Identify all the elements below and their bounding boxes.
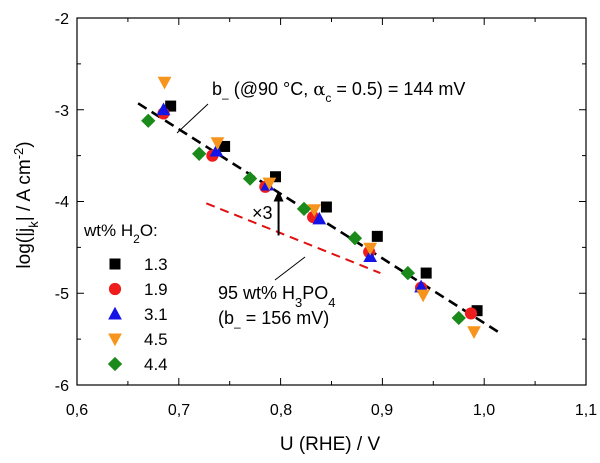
data-point-4-4: [347, 231, 363, 246]
data-point-1-3: [219, 140, 231, 152]
annotation-leader-bottom: [274, 256, 306, 281]
x-tick-label: 1,1: [575, 402, 597, 419]
x-tick-label: 0,9: [371, 402, 393, 419]
data-point-3-1: [414, 279, 428, 293]
legend-label: 1.3: [144, 255, 168, 274]
data-point-1-3: [371, 230, 383, 242]
y-axis-label: log(|jk| / A cm-2): [11, 141, 41, 268]
y-tick-labels: -2 -3 -4 -5 -6: [55, 11, 69, 395]
x-tick-label: 0,8: [270, 402, 292, 419]
data-point-4-4: [192, 146, 207, 161]
legend-label: 4.5: [144, 330, 168, 349]
data-point-1-9: [464, 307, 478, 320]
data-point-3-1: [156, 102, 171, 116]
legend-marker-1-3: [109, 258, 121, 270]
data-point-4-5: [307, 204, 322, 217]
data-point-4-4: [400, 265, 415, 281]
data-points: [141, 76, 483, 340]
data-point-3-1: [363, 249, 378, 263]
x-tick-label: 1,0: [473, 402, 495, 419]
data-point-4-4: [296, 201, 312, 216]
legend-items: 1.3 1.9 3.1 4.5 4.4: [107, 255, 168, 374]
data-point-4-4: [451, 310, 466, 326]
data-point-1-3: [165, 100, 177, 112]
data-point-1-3: [420, 267, 432, 279]
x-tick-label: 0,7: [168, 402, 190, 419]
y-tick-label: -3: [55, 103, 69, 120]
reference-electrolyte-annotation: 95 wt% H3PO4: [218, 283, 336, 310]
data-point-4-5: [262, 177, 277, 191]
y-tick-label: -2: [55, 11, 69, 28]
data-point-4-4: [242, 171, 258, 186]
annotation-leader-top: [176, 103, 209, 134]
tafel-slope-annotation: b– (@90 °C, αc = 0.5) = 144 mV: [212, 79, 465, 105]
legend-marker-3-1: [108, 306, 122, 320]
legend-marker-1-9: [108, 282, 122, 296]
legend-label: 1.9: [144, 280, 168, 299]
legend-label: 4.4: [144, 355, 168, 374]
factor-arrow-head: [273, 190, 284, 202]
x-tick-label: 0,6: [66, 402, 88, 419]
data-point-1-3: [471, 305, 483, 317]
factor-arrow-label: ×3: [252, 203, 273, 223]
data-point-4-4: [141, 113, 156, 128]
data-point-4-5: [467, 326, 481, 340]
data-point-1-3: [320, 201, 332, 213]
y-tick-label: -6: [55, 378, 69, 395]
data-point-3-1: [209, 143, 224, 157]
x-tick-labels: 0,6 0,7 0,8 0,9 1,0 1,1: [66, 402, 597, 419]
legend-marker-4-4: [107, 356, 123, 372]
data-point-4-5: [416, 289, 430, 303]
data-point-3-1: [312, 211, 327, 225]
legend-marker-4-5: [108, 333, 122, 347]
y-tick-label: -5: [55, 286, 69, 303]
axis-ticks: [76, 17, 587, 386]
x-axis-label: U (RHE) / V: [280, 434, 381, 455]
data-point-4-5: [157, 76, 172, 90]
data-point-4-5: [363, 242, 378, 256]
legend-title: wt% H2O:: [83, 221, 158, 246]
reference-slope-annotation: (b– = 156 mV): [218, 308, 329, 334]
reference-line-h3po4: [205, 202, 381, 274]
legend: wt% H2O: 1.3 1.9 3.1 4.5 4.4: [83, 221, 168, 374]
data-point-4-5: [210, 137, 225, 150]
legend-label: 3.1: [144, 305, 168, 324]
data-point-1-3: [270, 171, 282, 183]
y-tick-label: -4: [55, 194, 69, 211]
